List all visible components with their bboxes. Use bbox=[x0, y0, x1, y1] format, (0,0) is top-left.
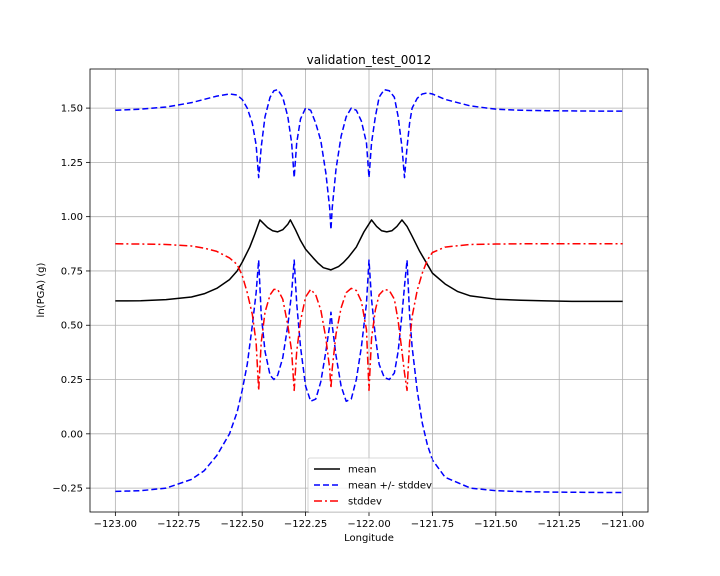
x-axis-title: Longitude bbox=[344, 533, 394, 544]
x-tick-label: −121.00 bbox=[601, 519, 644, 530]
y-tick-label: 0.25 bbox=[61, 375, 83, 386]
x-tick-label: −122.25 bbox=[284, 519, 327, 530]
y-tick-label: 0.75 bbox=[61, 266, 83, 277]
x-tick-label: −121.75 bbox=[411, 519, 454, 530]
series-line-mean-stddev bbox=[115, 88, 623, 231]
series-line-mean bbox=[115, 219, 623, 303]
series-line-stddev bbox=[115, 243, 623, 392]
y-tick-label: 0.00 bbox=[61, 429, 83, 440]
x-tick-label: −122.00 bbox=[347, 519, 390, 530]
y-tick-label: −0.25 bbox=[52, 484, 83, 495]
y-tick-label: 1.50 bbox=[61, 104, 83, 115]
legend: mean mean +/- stddev stddev bbox=[307, 457, 433, 513]
legend-label: mean +/- stddev bbox=[348, 481, 432, 492]
series-line-mean-minus-stddev bbox=[115, 259, 623, 494]
x-tick-label: −122.75 bbox=[157, 519, 200, 530]
ticks: −123.00 −122.75 −122.50 −122.25 −122.00 −121.… bbox=[52, 104, 644, 530]
y-tick-label: 1.25 bbox=[61, 158, 83, 169]
x-tick-label: −123.00 bbox=[94, 519, 137, 530]
x-tick-label: −121.25 bbox=[538, 519, 581, 530]
legend-label: mean bbox=[348, 465, 376, 476]
legend-label: stddev bbox=[348, 497, 382, 508]
legend-box bbox=[307, 457, 433, 513]
y-tick-label: 1.00 bbox=[61, 212, 83, 223]
x-tick-label: −121.50 bbox=[474, 519, 517, 530]
chart-title: validation_test_0012 bbox=[307, 53, 432, 67]
series-layer bbox=[115, 88, 623, 494]
y-axis-title: ln(PGA) (g) bbox=[36, 262, 47, 317]
y-tick-label: 0.50 bbox=[61, 321, 83, 332]
x-tick-label: −122.50 bbox=[220, 519, 263, 530]
